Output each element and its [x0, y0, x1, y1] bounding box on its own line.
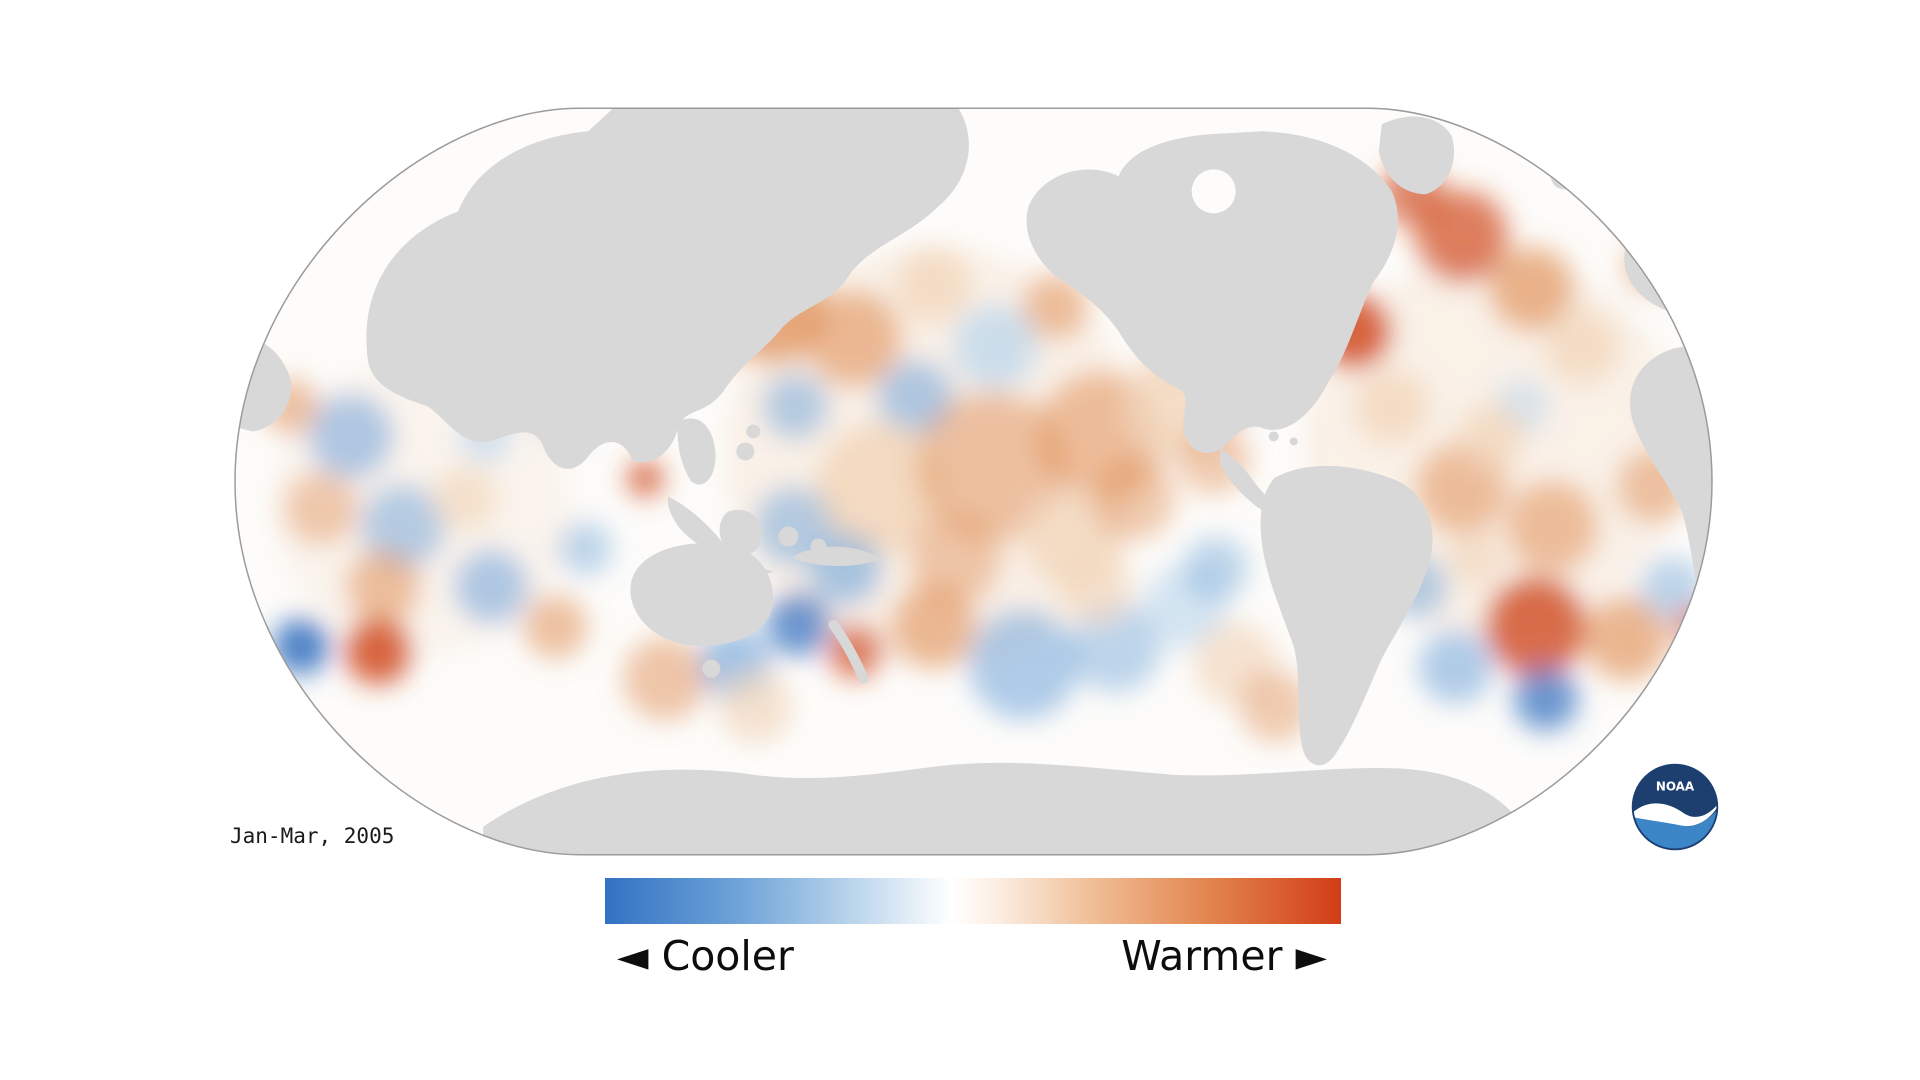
anomaly-blob: [1069, 600, 1162, 693]
anomaly-blob: [909, 512, 1002, 605]
anomaly-blob: [816, 423, 947, 554]
land-caribbean-2: [1289, 437, 1298, 446]
anomaly-blob: [1485, 576, 1586, 677]
land-iceland: [1550, 163, 1577, 190]
land-layer: [235, 108, 1712, 855]
land-sulawesi: [778, 526, 799, 547]
water-hudson-bay: [1191, 169, 1236, 214]
anomaly-blob: [623, 636, 708, 721]
land-australia: [630, 543, 774, 646]
anomaly-blob: [1183, 536, 1248, 601]
land-indochina: [677, 418, 716, 485]
land-eurasia: [366, 108, 969, 469]
anomaly-blob: [1239, 670, 1312, 743]
anomaly-blob: [1022, 273, 1089, 340]
land-british-isles: [1626, 222, 1645, 241]
noaa-emblem: [1632, 764, 1718, 850]
anomaly-blob: [766, 592, 831, 657]
anomaly-blob: [891, 584, 976, 669]
anomaly-blob: [953, 304, 1038, 389]
anomaly-blob: [345, 618, 412, 685]
land-philippines-2: [746, 424, 761, 439]
anomaly-blob: [627, 460, 664, 497]
anomaly-blob: [346, 549, 421, 624]
anomaly-blob: [805, 290, 902, 387]
land-africa: [1630, 341, 1712, 637]
land-antarctica: [483, 762, 1524, 855]
land-greenland: [1378, 116, 1455, 195]
land-sumatra: [667, 496, 726, 551]
noaa-logo: NOAA: [1629, 761, 1721, 853]
anomaly-blob: [1489, 246, 1574, 331]
land-tasmania: [702, 659, 721, 678]
legend-gradient-bar: [605, 878, 1341, 924]
anomaly-blob: [1544, 309, 1619, 384]
world-map-svg: [234, 107, 1713, 856]
anomaly-blob: [1505, 480, 1598, 573]
anomaly-blob: [284, 471, 359, 546]
map-outline: [234, 107, 1713, 856]
anomaly-blob: [1448, 531, 1503, 586]
anomaly-blob: [273, 618, 330, 675]
noaa-circle-ring: [1631, 763, 1719, 851]
anomaly-blob: [1513, 666, 1578, 731]
land-south-america: [1260, 465, 1433, 766]
legend-labels: ◄ Cooler Warmer ►: [605, 932, 1341, 980]
land-japan: [657, 286, 695, 354]
legend-cooler-label: ◄ Cooler: [617, 932, 794, 980]
anomaly-blob: [1418, 629, 1493, 704]
anomaly-blob: [361, 484, 446, 569]
anomaly-blob: [1583, 596, 1668, 681]
anomaly-blob: [762, 373, 829, 440]
anomaly-blob: [718, 669, 793, 744]
anomaly-blob: [1091, 456, 1176, 541]
noaa-logo-text: NOAA: [1656, 779, 1695, 793]
anomaly-blob: [916, 391, 1067, 542]
anomaly-blob: [877, 360, 954, 437]
legend: ◄ Cooler Warmer ►: [605, 878, 1341, 979]
anomaly-blob: [433, 466, 498, 531]
land-caribbean-1: [1268, 431, 1279, 442]
anomaly-blob: [1058, 549, 1133, 624]
map-figure: [233, 106, 1714, 857]
anomaly-blob: [523, 594, 588, 659]
land-north-america: [1026, 131, 1398, 453]
anomaly-blob: [1415, 190, 1508, 283]
noaa-seagull-icon: [1632, 799, 1718, 827]
land-new-guinea: [793, 546, 882, 567]
date-label: Jan-Mar, 2005: [230, 824, 395, 848]
anomaly-blob: [968, 609, 1079, 720]
anomaly-blob: [454, 549, 529, 624]
legend-warmer-label: Warmer ►: [1121, 932, 1327, 980]
anomaly-blob: [1639, 556, 1704, 621]
anomaly-blob: [309, 394, 394, 479]
land-central-america: [1219, 448, 1274, 512]
land-new-zealand: [828, 619, 869, 684]
anomaly-blob: [895, 246, 972, 323]
land-borneo: [719, 509, 762, 556]
land-philippines-1: [736, 442, 755, 461]
anomaly-blob: [1459, 404, 1524, 469]
anomaly-blob: [1354, 369, 1429, 444]
anomaly-blob: [558, 521, 613, 576]
land-scandinavia: [1639, 150, 1702, 194]
